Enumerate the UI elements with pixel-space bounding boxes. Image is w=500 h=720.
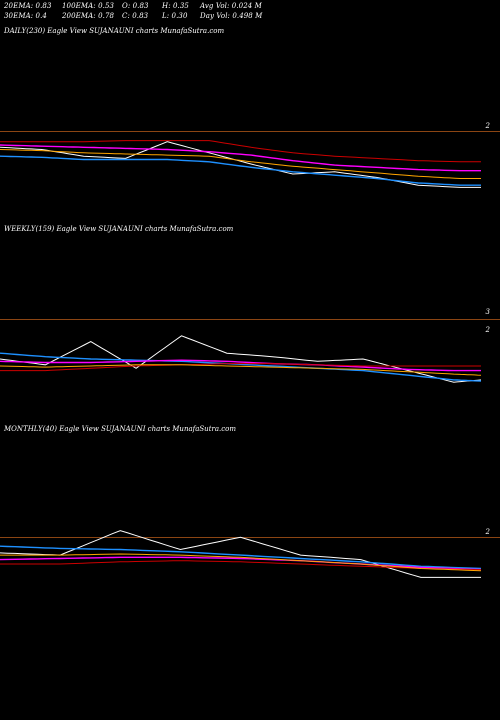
ema-magenta-line bbox=[0, 359, 481, 372]
weekly-level-line bbox=[0, 319, 500, 320]
weekly-level-label-3: 3 bbox=[485, 308, 490, 316]
ema-red-line bbox=[0, 560, 482, 571]
monthly-level-line bbox=[0, 537, 500, 538]
daily-level-line bbox=[0, 131, 500, 132]
ema-red-line bbox=[0, 140, 481, 163]
ema200-stat: 200EMA: 0.78 bbox=[62, 12, 115, 20]
ema-orange-line bbox=[0, 364, 482, 376]
weekly-chart bbox=[0, 335, 482, 383]
ema-magenta-line bbox=[0, 144, 481, 172]
ema-blue-line bbox=[0, 155, 481, 186]
ema30-stat: 30EMA: 0.4 bbox=[4, 12, 47, 20]
price-line bbox=[0, 530, 481, 578]
monthly-panel-title: MONTHLY(40) Eagle View SUJANAUNI charts … bbox=[4, 425, 237, 433]
ema-red-line bbox=[0, 363, 481, 372]
ema-blue-line bbox=[0, 545, 482, 570]
ema-magenta-line bbox=[0, 556, 482, 571]
daily-panel-title: DAILY(230) Eagle View SUJANAUNI charts M… bbox=[4, 27, 225, 35]
low-stat: L: 0.30 bbox=[162, 12, 188, 20]
weekly-panel-title: WEEKLY(159) Eagle View SUJANAUNI charts … bbox=[4, 225, 234, 233]
ema100-stat: 100EMA: 0.53 bbox=[62, 2, 115, 10]
day-vol-stat: Day Vol: 0.498 M bbox=[200, 12, 263, 20]
ema-orange-line bbox=[0, 149, 481, 179]
monthly-level-label: 2 bbox=[485, 528, 490, 536]
avg-vol-stat: Avg Vol: 0.024 M bbox=[200, 2, 262, 10]
ema-orange-line bbox=[0, 553, 482, 572]
daily-level-label: 2 bbox=[485, 122, 490, 130]
high-stat: H: 0.35 bbox=[162, 2, 189, 10]
price-line bbox=[0, 141, 481, 188]
ema-blue-line bbox=[0, 352, 482, 382]
monthly-chart bbox=[0, 530, 482, 578]
open-stat: O: 0.83 bbox=[122, 2, 149, 10]
daily-chart bbox=[0, 140, 481, 188]
close-stat: C: 0.83 bbox=[122, 12, 149, 20]
weekly-level-label-2: 2 bbox=[485, 326, 490, 334]
ema20-stat: 20EMA: 0.83 bbox=[4, 2, 52, 10]
